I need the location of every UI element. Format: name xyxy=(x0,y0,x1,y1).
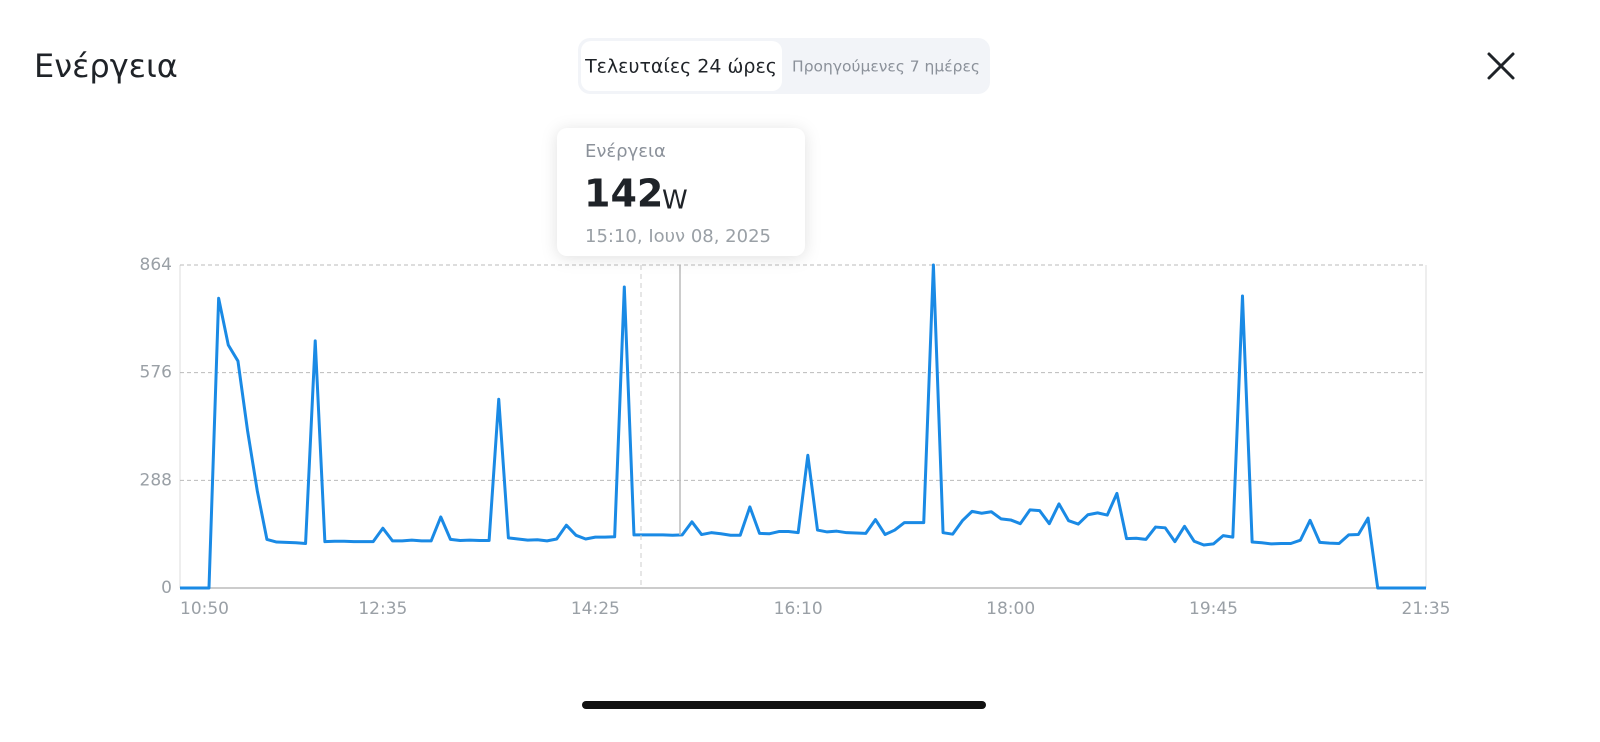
tooltip-value: 142 xyxy=(584,172,663,216)
tab[interactable]: Προηγούμενες 7 ημέρες xyxy=(792,58,980,76)
tooltip: Ενέργεια 142 W 15:10, Ιουν 08, 2025 xyxy=(557,128,805,256)
tooltip-label: Ενέργεια xyxy=(585,141,666,162)
y-tick-label: 0 xyxy=(161,578,172,598)
data-line xyxy=(180,263,1426,590)
home-indicator xyxy=(582,701,986,709)
x-tick-label: 10:50 xyxy=(180,599,229,619)
tab[interactable]: Τελευταίες 24 ώρες xyxy=(584,56,777,78)
y-tick-label: 864 xyxy=(140,255,172,275)
x-tick-label: 12:35 xyxy=(358,599,407,619)
tooltip-box xyxy=(557,128,805,256)
tooltip-unit: W xyxy=(662,186,688,216)
tooltip-time: 15:10, Ιουν 08, 2025 xyxy=(585,226,771,247)
y-tick-label: 576 xyxy=(140,363,172,383)
x-tick-label: 19:45 xyxy=(1189,599,1238,619)
tab-active-bg xyxy=(581,41,782,91)
x-tick-label: 18:00 xyxy=(986,599,1035,619)
y-tick-label: 288 xyxy=(140,470,172,490)
plot: 0 288 576 864 10:50 12:35 14:25 16:10 18:00 19:45… xyxy=(140,255,1451,619)
close-button[interactable] xyxy=(1487,52,1515,80)
x-tick-label: 16:10 xyxy=(774,599,823,619)
title: Ενέργεια xyxy=(34,47,178,85)
x-tick-label: 21:35 xyxy=(1402,599,1451,619)
x-tick-label: 14:25 xyxy=(571,599,620,619)
